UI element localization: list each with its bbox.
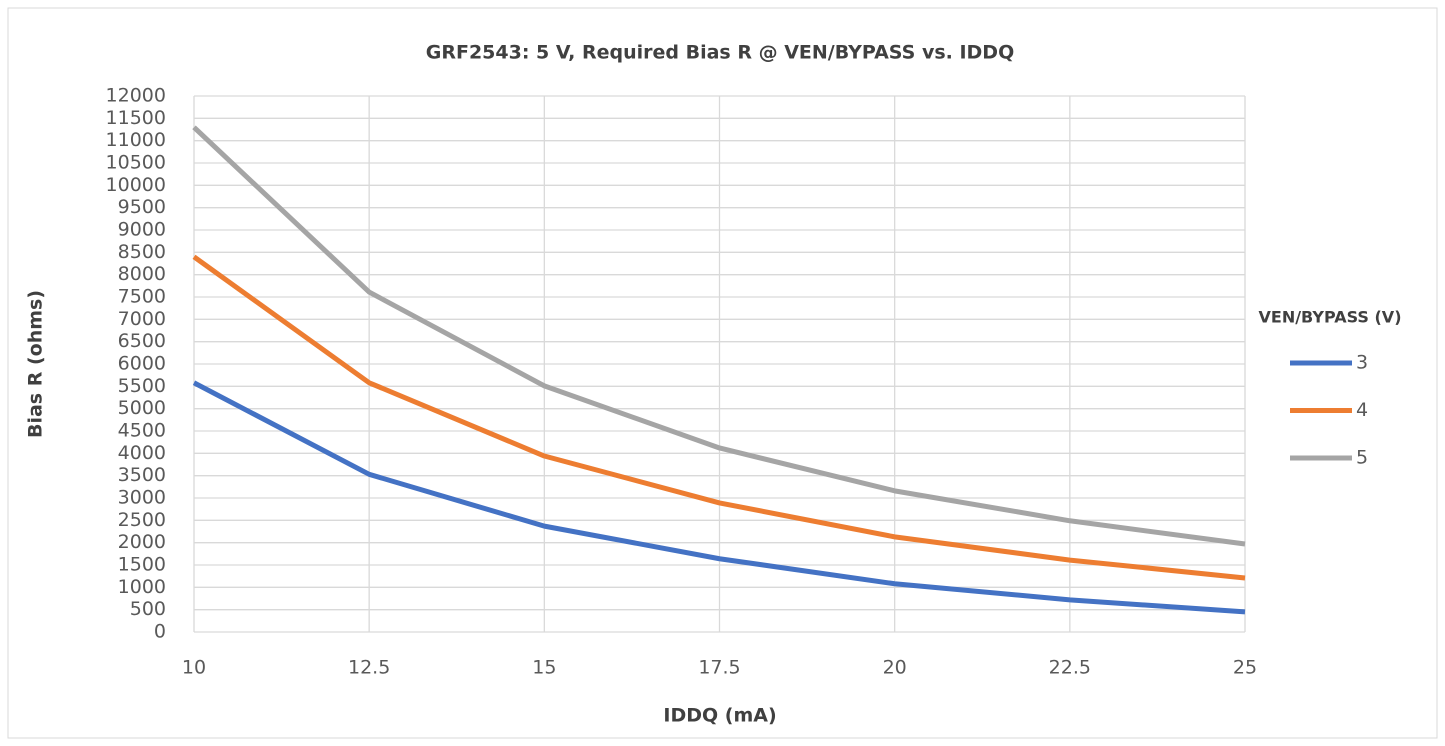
y-tick-label: 12000 [106,85,166,107]
x-tick-label: 22.5 [1049,657,1091,679]
x-tick-label: 20 [883,657,907,679]
legend-label: 3 [1356,352,1368,374]
y-tick-label: 2500 [118,509,166,531]
series-line [192,254,1246,581]
legend-title: VEN/BYPASS (V) [1259,308,1402,327]
y-tick-label: 4000 [118,442,166,464]
y-tick-label: 10000 [106,174,166,196]
chart-border [7,7,1438,739]
y-tick-label: 11500 [106,107,166,129]
x-tick-label: 25 [1233,657,1257,679]
y-axis-label: Bias R (ohms) [25,290,47,438]
y-tick-label: 6500 [118,330,166,352]
y-tick-label: 4500 [118,420,166,442]
y-tick-label: 11000 [106,129,166,151]
x-tick-label: 10 [182,657,206,679]
y-tick-label: 500 [130,598,166,620]
y-tick-label: 6000 [118,353,166,375]
y-tick-label: 9000 [118,219,166,241]
y-tick-label: 5000 [118,397,166,419]
y-tick-label: 5500 [118,375,166,397]
y-tick-label: 0 [154,621,166,643]
y-tick-label: 1500 [118,554,166,576]
x-axis-label: IDDQ (mA) [663,705,776,727]
y-tick-label: 3500 [118,464,166,486]
legend-label: 4 [1356,399,1368,421]
x-tick-label: 17.5 [698,657,740,679]
chart-title: GRF2543: 5 V, Required Bias R @ VEN/BYPA… [426,42,1014,64]
y-tick-label: 8500 [118,241,166,263]
y-tick-label: 7500 [118,286,166,308]
series-line [192,380,1246,615]
legend-label: 5 [1356,447,1368,469]
y-tick-label: 9500 [118,196,166,218]
y-tick-label: 3000 [118,487,166,509]
series-line [192,125,1246,547]
x-tick-label: 12.5 [348,657,390,679]
y-tick-label: 2000 [118,531,166,553]
y-tick-label: 7000 [118,308,166,330]
y-tick-label: 10500 [106,152,166,174]
y-tick-label: 1000 [118,576,166,598]
y-tick-label: 8000 [118,263,166,285]
x-tick-label: 15 [532,657,556,679]
